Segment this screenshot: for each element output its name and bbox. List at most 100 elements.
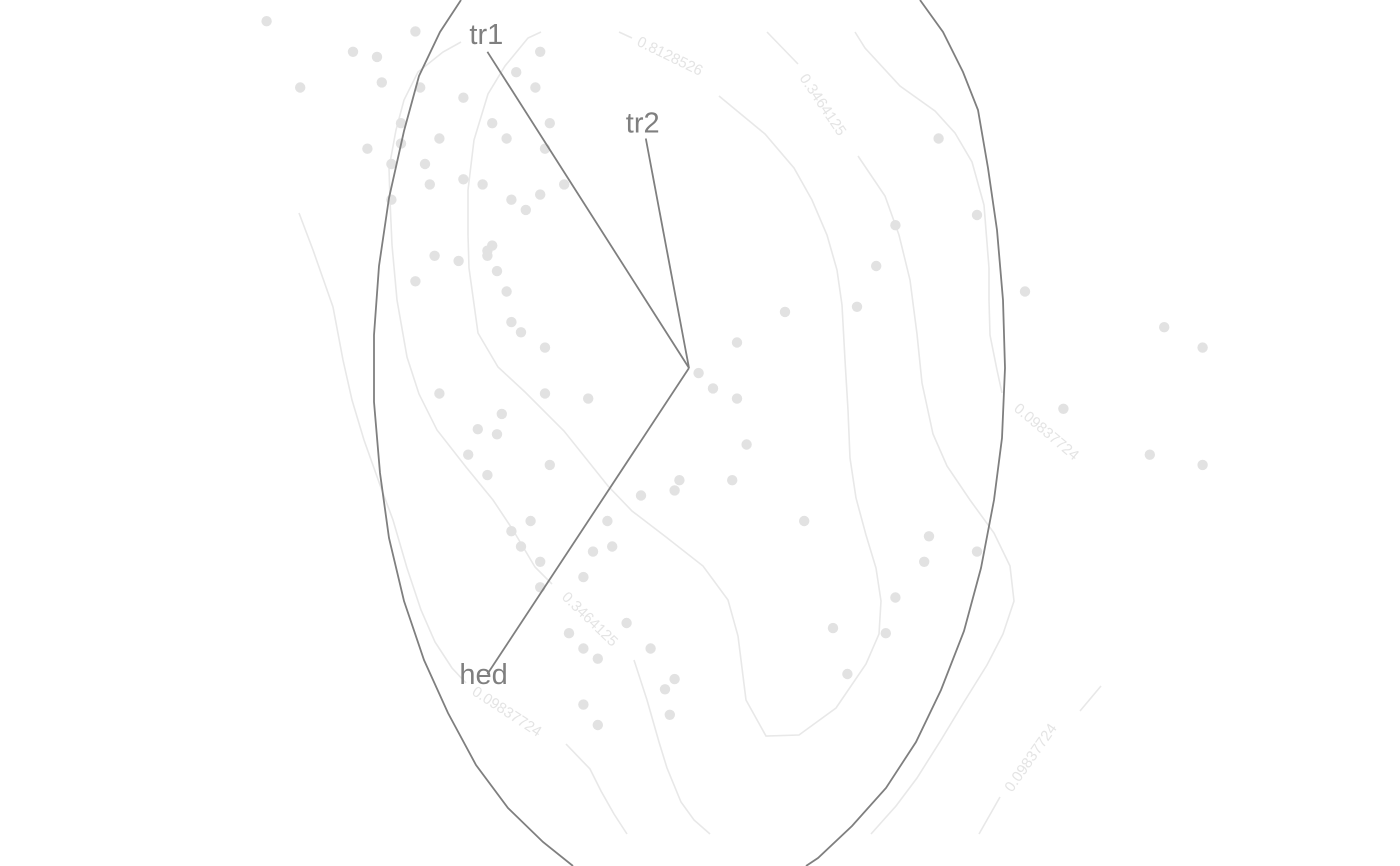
sample-point [923,531,935,542]
sample-point [261,16,272,27]
sample-point [295,82,306,93]
sample-point [424,179,435,190]
sample-point [535,189,546,200]
sample-point [659,684,671,695]
sample-point [851,301,863,312]
sample-point [395,118,407,129]
sample-point [434,133,445,144]
sample-point [971,546,983,557]
contour-line-0.3464125-d [633,659,711,835]
contour-line-0.3464125-b [854,31,1003,394]
sample-point [530,82,541,93]
contour-line-0.3464125 [766,31,1015,835]
sample-point [501,133,512,144]
sample-point [578,643,589,654]
sample-point [482,469,493,481]
sample-point [607,541,618,552]
sample-point [458,174,469,185]
sample-points [261,16,1208,731]
sample-point [621,617,632,629]
sample-point [578,571,589,583]
contour-line-0.8128526-top [618,31,633,39]
sample-point [515,541,527,552]
sample-point [491,429,503,440]
sample-point [890,592,901,603]
sample-point [535,556,546,567]
contour-label: 0.09837724 [469,683,545,740]
sample-point [587,546,599,557]
sample-point [477,179,488,190]
sample-point [415,82,426,93]
contour-label: 0.09837724 [1010,400,1082,464]
sample-point [463,449,474,460]
sample-point [827,622,839,634]
sample-point [727,475,738,486]
sample-point [458,92,469,103]
sample-point [501,286,512,297]
sample-point [1019,286,1031,297]
sample-point [506,194,517,205]
sample-point [592,719,603,731]
sample-point [563,628,575,639]
sample-point [731,337,743,348]
sample-point [1197,342,1208,353]
sample-point [472,424,483,435]
sample-point [1144,449,1156,460]
sample-point [890,220,901,231]
sample-point [602,515,613,527]
sample-point [635,490,647,501]
contour-line-0.3464125-c [388,41,553,585]
sample-point [496,408,507,420]
sample-point [482,250,493,261]
contour-label: 0.3464125 [558,589,621,650]
sample-point [347,46,359,57]
contour-line-0.8128526 [467,31,882,737]
contour-line-0.09837724-b [565,743,628,835]
sample-point [693,367,704,379]
sample-point [386,158,397,170]
sample-point [410,26,421,37]
sample-point [506,316,517,328]
sample-point [410,276,421,287]
sample-point [779,306,791,318]
biplot-vectors [486,51,690,675]
contour-label: 0.09837724 [1001,721,1060,796]
vector-tr2 [644,138,690,369]
sample-point [1159,322,1170,333]
vector-label-tr1: tr1 [469,19,503,51]
sample-point [880,628,891,639]
sample-point [520,204,531,216]
sample-point [559,179,570,190]
contour-label: 0.3464125 [796,71,850,139]
sample-point [645,643,656,654]
sample-point [506,526,517,537]
sample-point [669,485,680,496]
sample-point [741,439,752,450]
vector-labels: tr1 tr2 hed [459,19,659,691]
vector-label-hed: hed [459,659,507,691]
sample-point [434,388,445,399]
sample-point [842,668,853,680]
sample-point [664,709,675,720]
sample-point [487,118,498,129]
sample-point [871,260,882,272]
sample-point [491,265,503,277]
sample-point [362,143,373,154]
vector-tr1 [486,51,690,369]
sample-point [376,77,387,88]
sample-point [669,673,680,685]
sample-point [429,250,440,261]
contour-lines [298,31,1102,835]
contour-line-0.09837724-c [978,685,1102,835]
sample-point [419,158,431,170]
sample-point [515,327,527,338]
sample-point [1197,459,1208,471]
contour-label: 0.8128526 [634,33,705,79]
sample-point [511,67,522,78]
sample-point [371,51,383,63]
vector-hed [486,367,690,675]
contour-labels: 0.8128526 0.3464125 0.3464125 0.09837724… [469,33,1082,795]
contour-line-0.09837724 [298,212,467,684]
sample-point [799,515,810,527]
